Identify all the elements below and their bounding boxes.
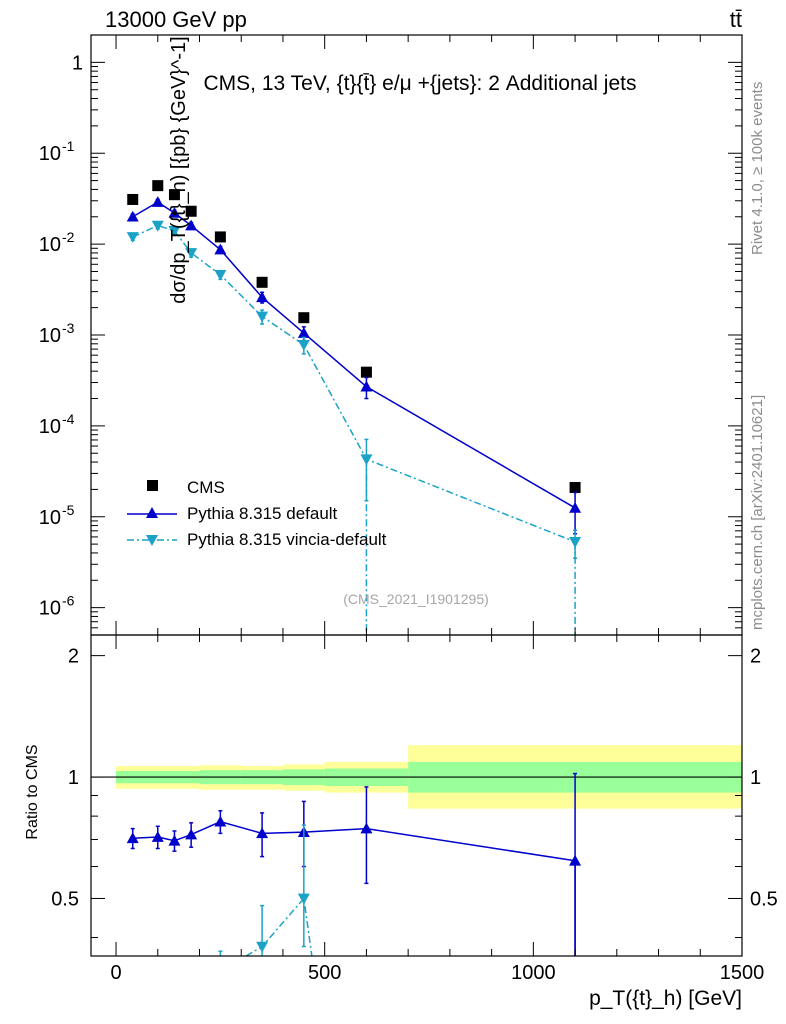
ratio-line-1 [244,896,313,956]
y-tick-label: 10 [39,598,61,620]
x-tick-label: 1000 [511,962,556,984]
ratio-y-tick-label-right: 2 [750,646,761,668]
ratio-point-default [256,827,269,839]
y-tick-label: 10 [39,325,61,347]
data-point-cms [185,205,197,217]
ratio-point-vincia [214,966,226,977]
ratio-point-default [151,831,164,842]
y-tick-exponent: -1 [62,138,75,154]
ratio-y-tick-label: 0.5 [51,888,79,910]
rivet-label: Rivet 4.1.0, ≥ 100k events [749,82,766,255]
ratio-point-default [569,854,582,866]
x-tick-label: 500 [308,962,341,984]
ticks: 10-610-510-410-310-210-110 500 1000 15000.5… [39,34,778,984]
y-tick-label: 10 [39,143,61,165]
data-point-cms [168,189,180,201]
data-point-vincia [151,220,164,232]
data-point-default [185,219,198,231]
y-tick-label: 10 [39,507,61,529]
ratio-point-vincia [297,893,310,905]
data-point-default [168,206,181,218]
legend-label-default: Pythia 8.315 default [187,504,338,523]
x-axis-label: p_T({t}_h) [GeV] [589,987,742,1010]
ratio-point-vincia [310,983,322,994]
x-tick-label: 0 [110,962,121,984]
final-state-label: tt̄ [730,7,742,32]
legend-marker-cms [147,480,158,491]
ratio-point-default [126,832,139,844]
y-tick-exponent: -2 [62,229,75,245]
y-tick-exponent: -4 [62,411,75,427]
data-point-vincia [168,226,181,237]
legend-label-cms: CMS [187,478,225,497]
data-point-cms [569,481,581,493]
data-point-cms [127,193,139,205]
ratio-y-tick-label: 2 [68,646,79,668]
data-point-default [151,196,164,207]
data-point-vincia [185,248,198,259]
data-point-cms [214,231,226,243]
process-label: 13000 GeV pp [105,7,247,32]
data-point-vincia [256,311,269,323]
ratio-point-default [168,834,181,846]
y-tick-exponent: -3 [62,320,75,336]
data-point-vincia [126,232,139,243]
ratio-point-default [185,828,198,840]
data-point-default [126,210,139,222]
data-point-cms [256,276,268,288]
ratio-point-default [214,815,227,827]
y-tick-label: 10 [39,234,61,256]
y-axis-label: dσ/dp_T({t}_h) [{pb} {GeV}^-1] [168,36,190,303]
legend-marker-vincia [146,535,158,546]
ratio-y-tick-label-right: 0.5 [750,888,778,910]
analysis-label: (CMS_2021_I1901295) [343,591,489,607]
y-tick-label: 1 [72,52,83,74]
data-point-default [256,291,269,303]
ratio-point-vincia [256,941,269,953]
main-series [126,180,582,635]
legend: CMS Pythia 8.315 default Pythia 8.315 vi… [127,478,387,549]
data-point-default [214,243,227,255]
ratio-y-axis-label: Ratio to CMS [24,744,41,839]
y-tick-exponent: -5 [62,502,75,518]
source-label: mcplots.cern.ch [arXiv:2401.10621] [749,395,766,630]
ratio-y-tick-label: 1 [68,767,79,789]
data-point-vincia [297,340,310,351]
data-point-vincia [214,269,227,281]
data-point-default [569,501,582,513]
legend-label-vincia: Pythia 8.315 vincia-default [187,530,387,549]
y-tick-exponent: -6 [62,593,75,609]
series-line-1 [132,201,576,509]
y-tick-label: 10 [39,416,61,438]
x-tick-label: 1500 [720,962,765,984]
ratio-frame [90,634,743,957]
ratio-line-0 [132,820,576,862]
data-point-default [360,380,373,392]
legend-marker-default [146,507,158,518]
plot-title: CMS, 13 TeV, {t}{t̄} e/μ +{jets}: 2 Addi… [204,72,637,95]
ratio-point-default [360,822,373,834]
data-point-cms [298,312,310,324]
data-point-cms [152,180,164,192]
ratio-y-tick-label-right: 1 [750,767,761,789]
data-point-default [297,327,310,338]
ratio-series [126,772,582,994]
data-point-cms [360,366,372,378]
